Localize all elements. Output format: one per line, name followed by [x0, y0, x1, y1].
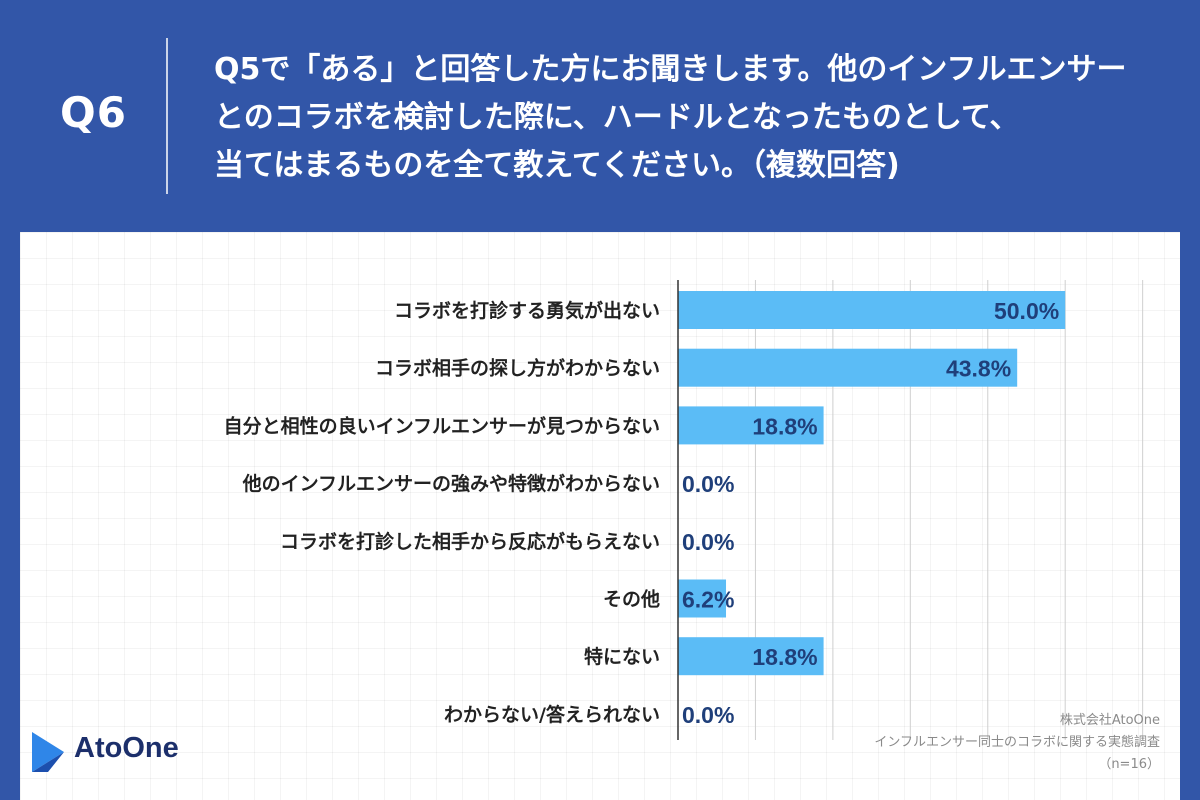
source-note: 株式会社AtoOne インフルエンサー同士のコラボに関する実態調査 （n=16）	[740, 710, 1160, 776]
atoone-logo: AtoOne	[28, 730, 198, 774]
category-label: コラボ相手の探し方がわからない	[375, 357, 660, 380]
logo-wordmark: AtoOne	[74, 732, 179, 764]
data-label: 0.0%	[682, 702, 734, 728]
source-sample: （n=16）	[1098, 757, 1160, 772]
bar-chart: コラボを打診する勇気が出ない 50.0% コラボ相手の探し方がわからない 43.8% 自…	[224, 280, 1144, 740]
source-survey: インフルエンサー同士のコラボに関する実態調査	[874, 735, 1160, 750]
category-label: コラボを打診した相手から反応がもらえない	[280, 530, 660, 553]
category-label: 他のインフルエンサーの強みや特徴がわからない	[242, 472, 660, 495]
question-line: Q5で「ある」と回答した方にお聞きします。他のインフルエンサー	[214, 52, 1127, 87]
category-label: 自分と相性の良いインフルエンサーが見つからない	[224, 414, 660, 437]
question-text: Q5で「ある」と回答した方にお聞きします。他のインフルエンサー とのコラボを検討…	[214, 46, 1126, 190]
data-label: 50.0%	[994, 298, 1059, 324]
data-label: 6.2%	[682, 587, 734, 613]
bar	[678, 637, 824, 676]
bar	[678, 348, 1018, 387]
question-line: とのコラボを検討した際に、ハードルとなったものとして、	[214, 100, 1020, 135]
category-label: コラボを打診する勇気が出ない	[394, 299, 660, 322]
bar	[678, 579, 727, 618]
category-label: その他	[603, 588, 660, 611]
chart-panel: コラボを打診する勇気が出ない 50.0% コラボ相手の探し方がわからない 43.8% 自…	[20, 232, 1180, 800]
question-line: 当てはまるものを全て教えてください。（複数回答)	[214, 148, 900, 183]
bar	[678, 406, 824, 445]
logo-mark-icon	[32, 732, 64, 772]
bar	[678, 291, 1066, 329]
source-company: 株式会社AtoOne	[1059, 713, 1160, 728]
header-divider	[166, 38, 168, 194]
category-label: わからない/答えられない	[444, 703, 660, 726]
category-label: 特にない	[584, 646, 660, 668]
data-label: 18.8%	[752, 413, 817, 439]
data-label: 0.0%	[682, 529, 734, 555]
question-header: Q6 Q5で「ある」と回答した方にお聞きします。他のインフルエンサー とのコラボ…	[0, 0, 1200, 232]
question-number: Q6	[60, 88, 127, 137]
data-label: 43.8%	[946, 356, 1011, 382]
data-label: 18.8%	[752, 644, 817, 670]
data-label: 0.0%	[682, 471, 734, 497]
